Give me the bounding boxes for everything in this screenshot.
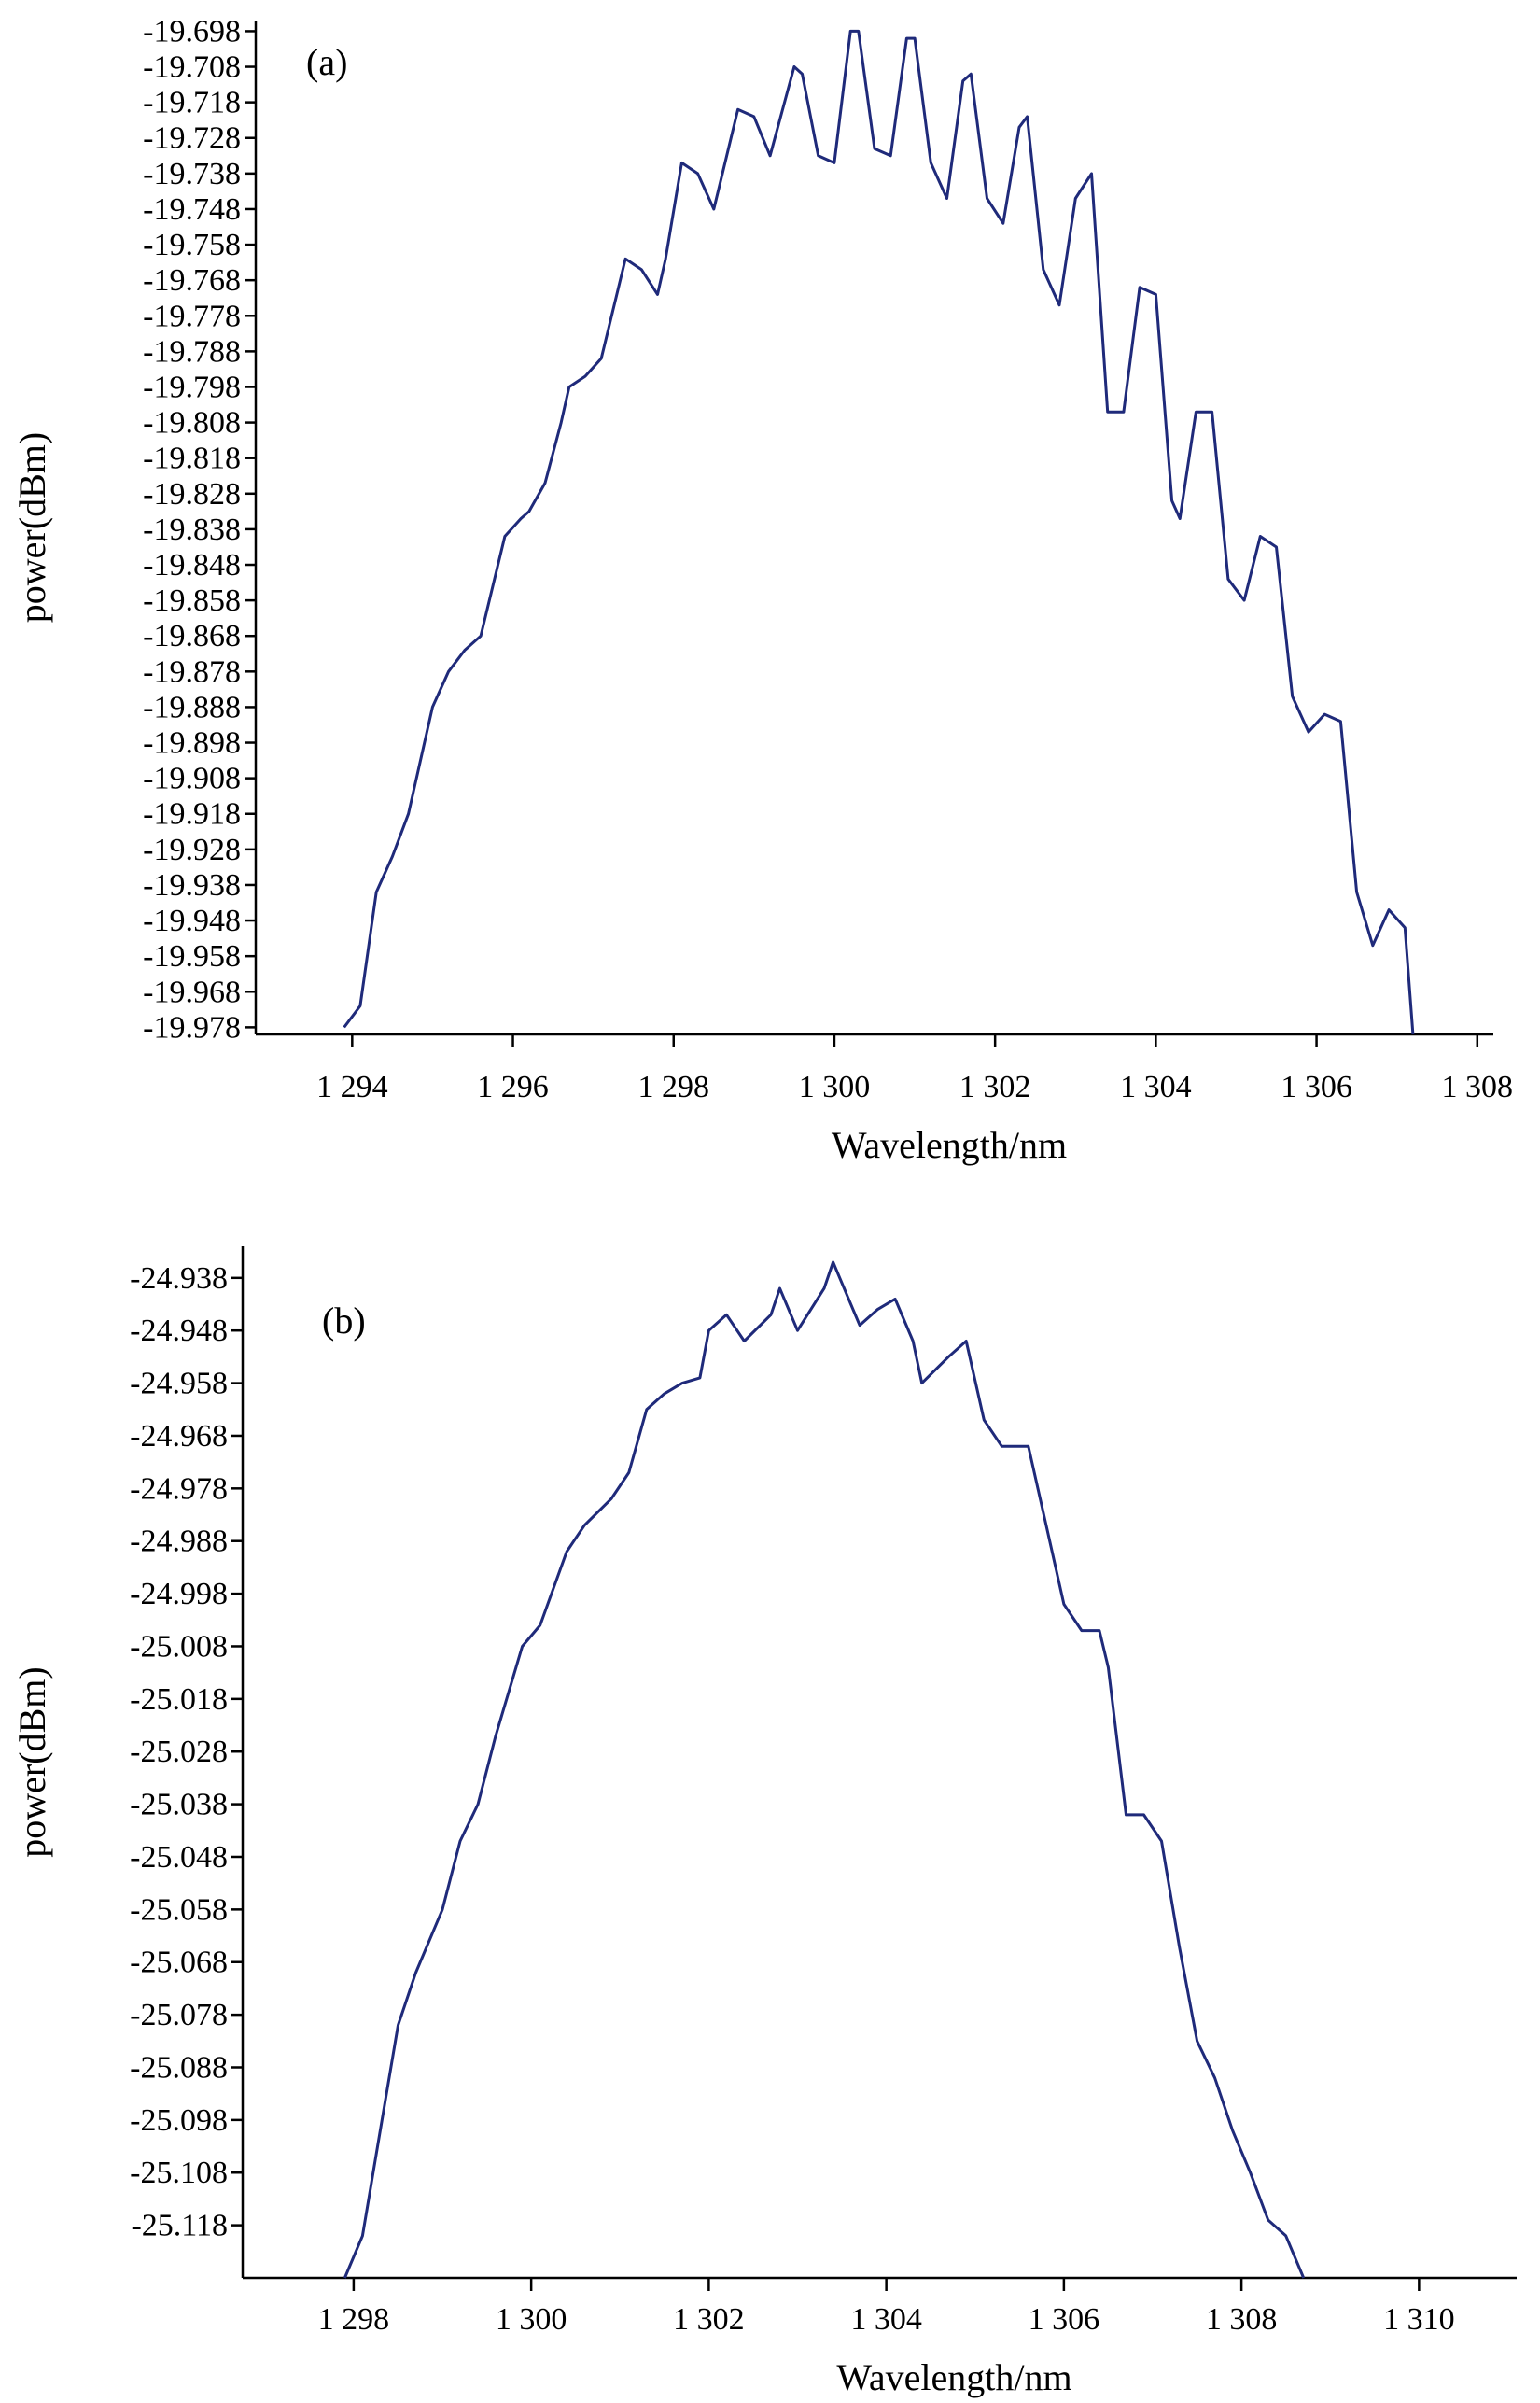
- y-tick-label: -25.048: [130, 1840, 228, 1875]
- panel-b: -24.938 -24.948 -24.958 -24.968 -24.978 -24.9…: [11, 1246, 1517, 2398]
- panel-label: (a): [306, 41, 347, 83]
- y-tick-label: -19.868: [143, 619, 241, 653]
- y-tick-label: -19.828: [143, 477, 241, 512]
- x-tick-label: 1 304: [1120, 1070, 1192, 1104]
- x-tick-label: 1 306: [1281, 1070, 1352, 1104]
- y-tick-label: -19.778: [143, 299, 241, 333]
- x-axis-title: Wavelength/nm: [836, 2356, 1071, 2398]
- x-tick-label: 1 300: [799, 1070, 871, 1104]
- x-tick-label: 1 302: [673, 2302, 745, 2337]
- y-tick-label: -25.078: [130, 1998, 228, 2032]
- x-tick-label: 1 298: [318, 2302, 390, 2337]
- x-tick-label: 1 302: [959, 1070, 1031, 1104]
- x-tick-label: 1 310: [1383, 2302, 1455, 2337]
- y-tick-label: -19.948: [143, 904, 241, 938]
- y-tick-label: -19.818: [143, 442, 241, 476]
- x-tick-label: 1 308: [1206, 2302, 1278, 2337]
- y-tick-label: -25.038: [130, 1788, 228, 1822]
- y-axis-title: power(dBm): [11, 432, 53, 623]
- x-tick-label: 1 296: [477, 1070, 549, 1104]
- y-tick-label: -19.978: [143, 1010, 241, 1045]
- y-tick-label: -19.908: [143, 762, 241, 796]
- y-tick-label: -19.898: [143, 726, 241, 761]
- y-tick-label: -19.788: [143, 334, 241, 369]
- y-tick-label: -19.708: [143, 50, 241, 85]
- series-line: [343, 29, 1415, 1035]
- y-tick-label: -19.848: [143, 548, 241, 583]
- y-tick-label: -19.838: [143, 513, 241, 547]
- y-tick-label: -25.088: [130, 2050, 228, 2085]
- x-tick-label: 1 306: [1029, 2302, 1100, 2337]
- x-tick-label: 1 300: [496, 2302, 567, 2337]
- y-tick-label: -25.118: [131, 2209, 228, 2243]
- y-tick-label: -19.888: [143, 690, 241, 724]
- y-axis-title: power(dBm): [11, 1666, 53, 1857]
- y-tick-label: -19.718: [143, 86, 241, 120]
- y-tick-label: -19.858: [143, 583, 241, 618]
- y-tick-label: -25.068: [130, 1946, 228, 1980]
- y-tick-label: -24.978: [130, 1471, 228, 1506]
- panel-label: (b): [322, 1300, 366, 1342]
- y-tick-label: -24.958: [130, 1367, 228, 1401]
- y-tick-label: -24.968: [130, 1419, 228, 1454]
- x-tick-label: 1 304: [850, 2302, 922, 2337]
- y-tick-label: -19.748: [143, 192, 241, 227]
- y-tick-label: -25.098: [130, 2103, 228, 2138]
- y-tick-label: -19.728: [143, 121, 241, 156]
- y-tick-label: -25.018: [130, 1682, 228, 1717]
- y-tick-label: -25.008: [130, 1629, 228, 1664]
- x-tick-label: 1 294: [316, 1070, 388, 1104]
- y-tick-label: -19.698: [143, 14, 241, 49]
- panel-a: -19.698-19.708-19.718-19.728-19.738-19.7…: [11, 14, 1513, 1166]
- x-axis-title: Wavelength/nm: [832, 1124, 1067, 1166]
- y-tick-label: -24.938: [130, 1261, 228, 1296]
- y-tick-label: -19.768: [143, 263, 241, 298]
- x-tick-label: 1 308: [1442, 1070, 1514, 1104]
- y-tick-label: -25.108: [130, 2156, 228, 2190]
- y-tick-label: -24.988: [130, 1525, 228, 1559]
- y-tick-label: -19.958: [143, 939, 241, 974]
- y-tick-label: -24.948: [130, 1314, 228, 1348]
- x-tick-label: 1 298: [637, 1070, 709, 1104]
- y-tick-label: -19.928: [143, 833, 241, 867]
- y-tick-label: -19.878: [143, 654, 241, 689]
- y-tick-label: -19.938: [143, 868, 241, 903]
- y-tick-label: -19.968: [143, 975, 241, 1009]
- y-tick-label: -19.798: [143, 370, 241, 404]
- y-tick-label: -19.758: [143, 228, 241, 262]
- y-tick-label: -19.918: [143, 797, 241, 832]
- y-tick-label: -25.058: [130, 1892, 228, 1927]
- y-tick-label: -19.808: [143, 406, 241, 441]
- y-tick-label: -19.738: [143, 157, 241, 191]
- series-line: [343, 1260, 1306, 2279]
- y-tick-label: -25.028: [130, 1735, 228, 1769]
- y-tick-label: -24.998: [130, 1577, 228, 1611]
